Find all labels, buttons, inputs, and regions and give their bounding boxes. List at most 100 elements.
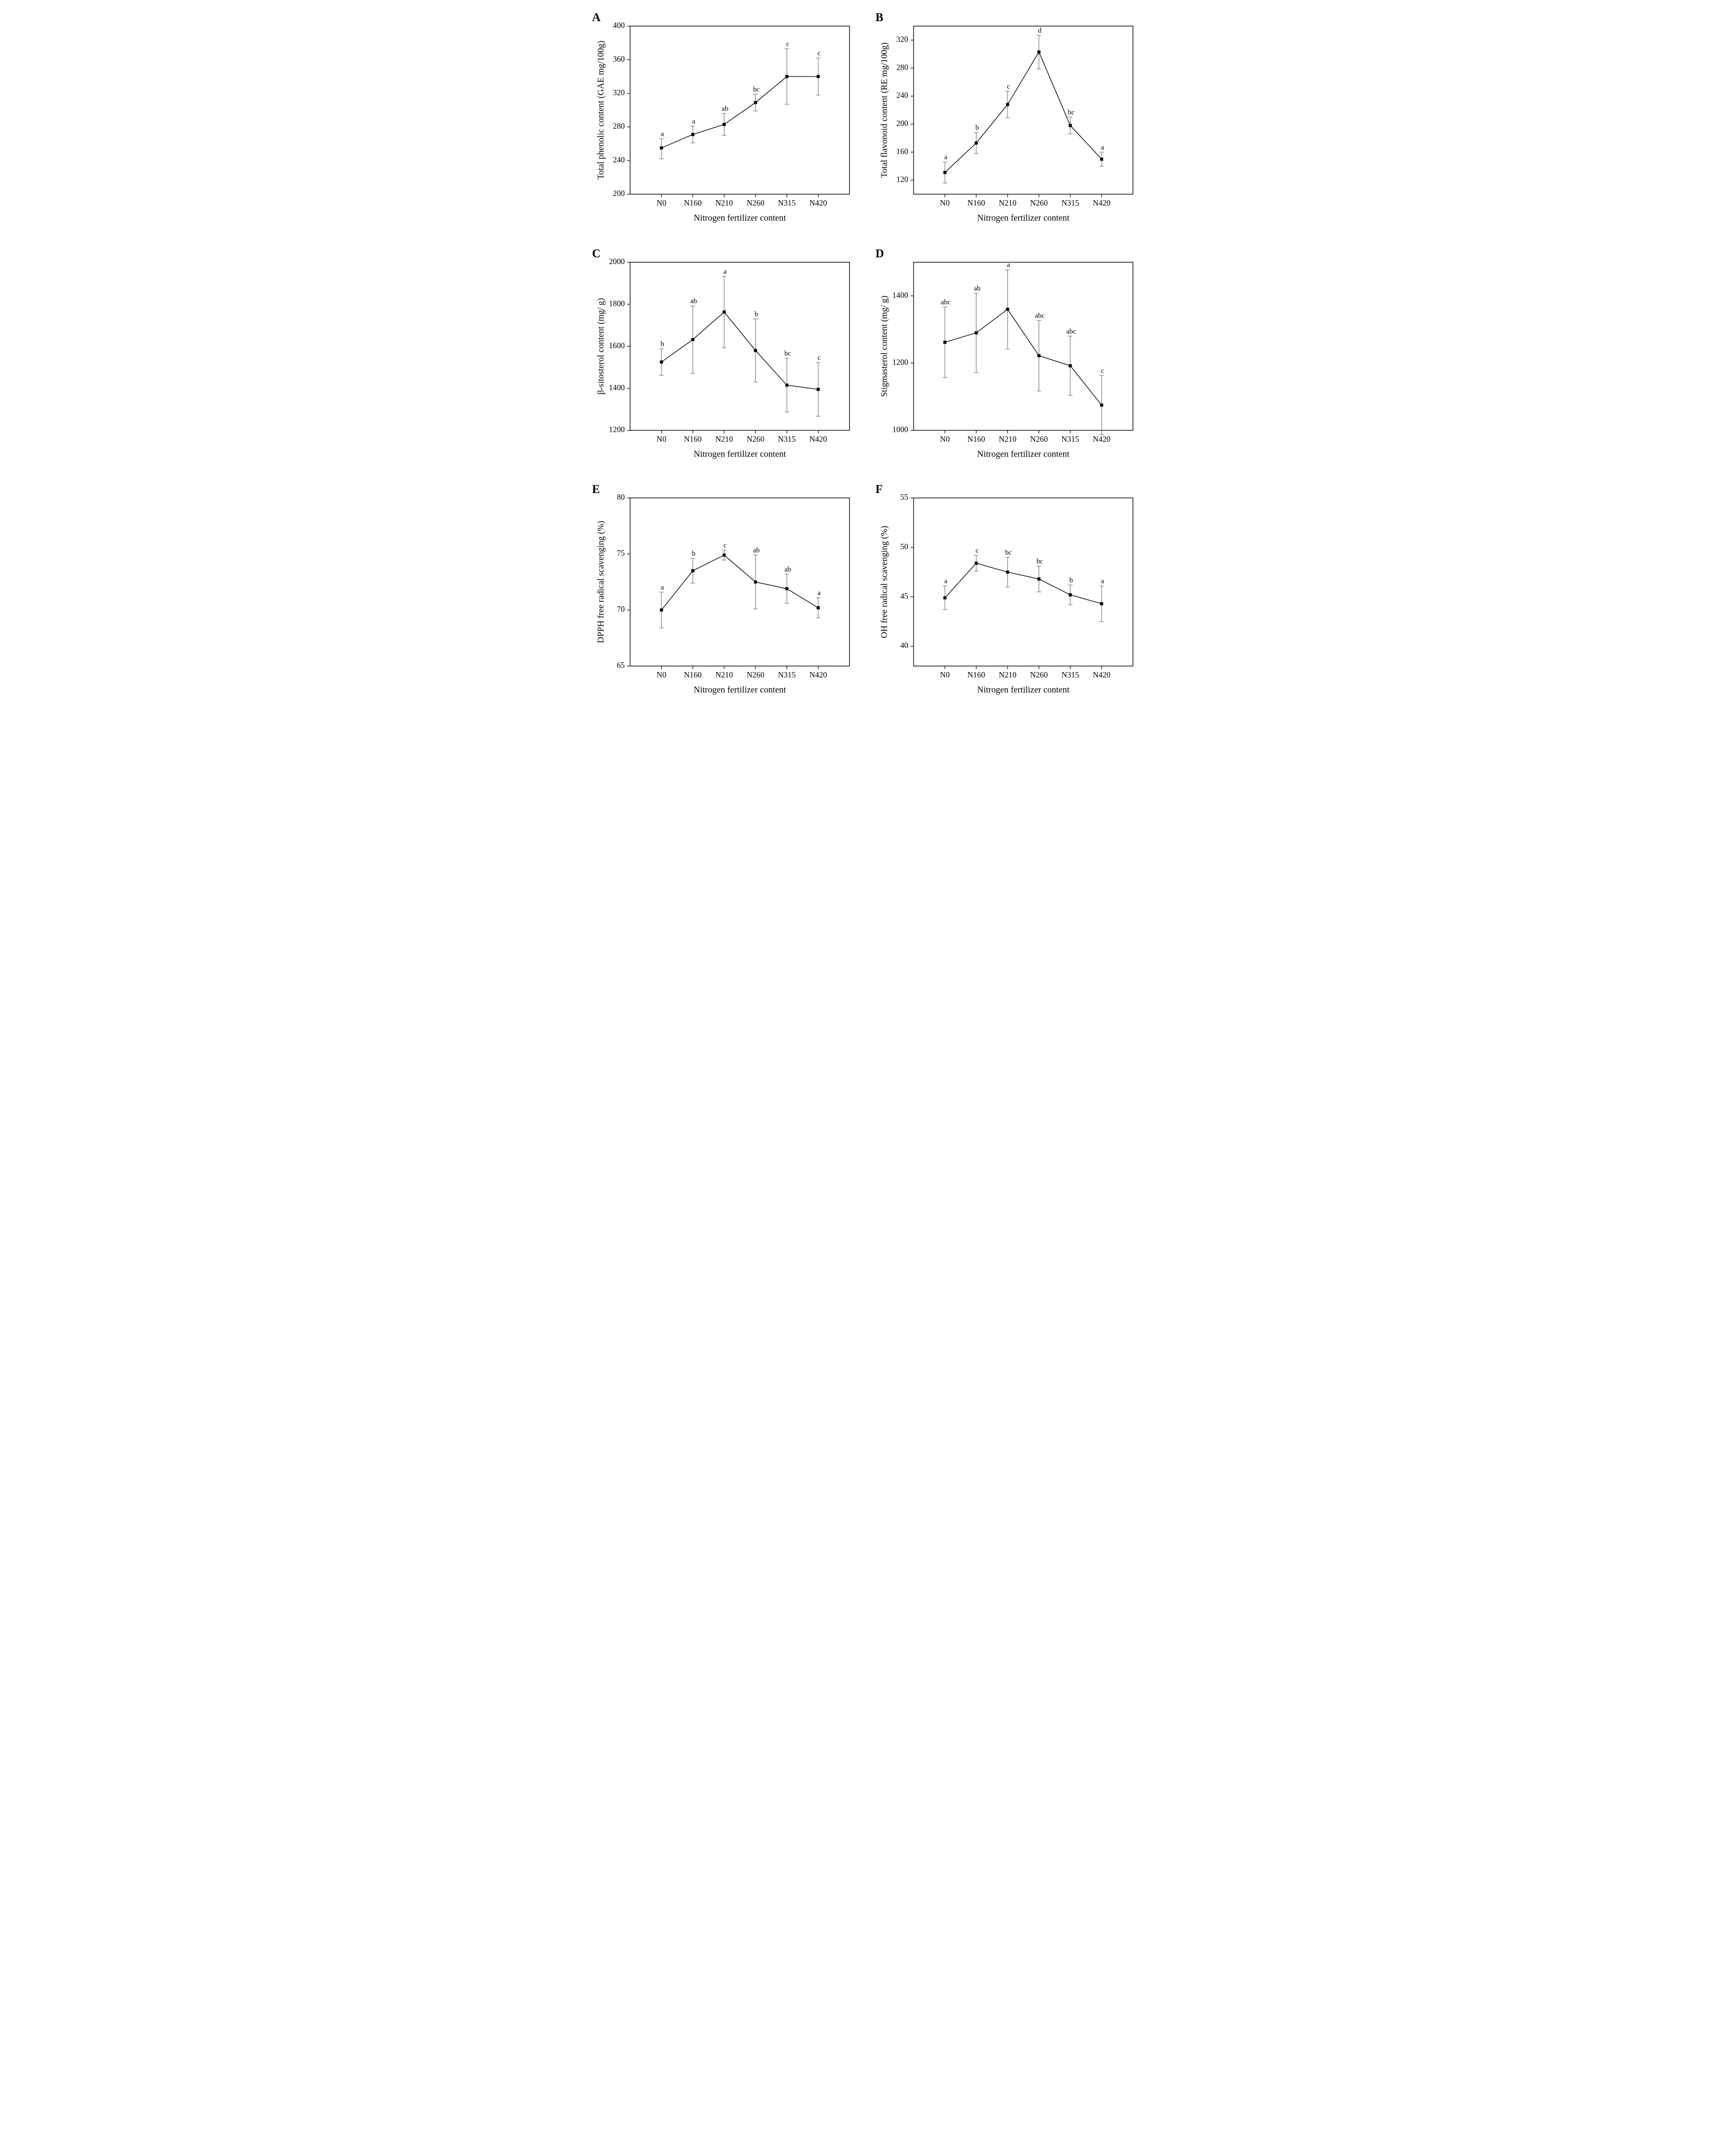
svg-text:N0: N0	[940, 198, 950, 207]
panel-F: F40455055N0N160N210N260N315N420Nitrogen …	[875, 485, 1141, 704]
svg-text:65: 65	[617, 661, 625, 670]
svg-text:N420: N420	[1093, 671, 1110, 680]
svg-text:ab: ab	[784, 566, 791, 574]
svg-text:N0: N0	[940, 671, 950, 680]
svg-text:N260: N260	[1030, 671, 1048, 680]
svg-text:N420: N420	[809, 198, 827, 207]
svg-text:75: 75	[617, 549, 625, 558]
svg-text:Nitrogen fertilizer content: Nitrogen fertilizer content	[977, 449, 1070, 459]
svg-text:b: b	[660, 340, 664, 348]
panel-letter: A	[592, 11, 601, 24]
svg-text:360: 360	[613, 54, 625, 63]
svg-text:abc: abc	[1066, 327, 1076, 335]
svg-text:N260: N260	[1030, 435, 1048, 444]
svg-text:abc: abc	[1035, 312, 1045, 319]
svg-text:50: 50	[900, 542, 908, 551]
svg-text:280: 280	[896, 63, 908, 72]
svg-text:Nitrogen fertilizer content: Nitrogen fertilizer content	[977, 685, 1070, 695]
svg-text:b: b	[692, 550, 696, 558]
svg-text:N160: N160	[967, 435, 985, 444]
svg-text:DPPH free radical scavenging (: DPPH free radical scavenging (%)	[596, 521, 606, 643]
svg-text:320: 320	[896, 35, 908, 44]
svg-text:b: b	[1069, 577, 1073, 584]
panel-B: B120160200240280320N0N160N210N260N315N42…	[875, 13, 1141, 232]
svg-text:N0: N0	[656, 671, 666, 680]
svg-text:a: a	[817, 589, 821, 597]
svg-text:N160: N160	[967, 671, 985, 680]
svg-text:N260: N260	[747, 671, 764, 680]
svg-text:N260: N260	[1030, 198, 1048, 207]
svg-text:1200: 1200	[609, 425, 625, 434]
svg-text:OH free radical scavenging (%): OH free radical scavenging (%)	[880, 526, 889, 638]
svg-text:80: 80	[617, 493, 625, 502]
svg-text:N420: N420	[1093, 198, 1110, 207]
svg-text:1400: 1400	[892, 290, 908, 299]
svg-text:a: a	[723, 268, 727, 275]
svg-text:a: a	[1101, 143, 1104, 151]
panel-letter: D	[875, 247, 884, 260]
svg-text:c: c	[975, 547, 979, 555]
svg-text:c: c	[817, 49, 821, 57]
svg-text:280: 280	[613, 121, 625, 130]
svg-text:N315: N315	[1061, 435, 1079, 444]
svg-text:N0: N0	[656, 435, 666, 444]
panel-E: E65707580N0N160N210N260N315N420Nitrogen …	[592, 485, 858, 704]
panel-C: C12001400160018002000N0N160N210N260N315N…	[592, 250, 858, 468]
svg-text:Nitrogen fertilizer content: Nitrogen fertilizer content	[694, 685, 786, 695]
svg-text:N160: N160	[684, 198, 701, 207]
svg-text:400: 400	[613, 21, 625, 30]
svg-text:N315: N315	[1061, 671, 1079, 680]
svg-text:320: 320	[613, 88, 625, 97]
svg-text:N315: N315	[1061, 198, 1079, 207]
panel-letter: F	[875, 483, 883, 496]
svg-text:c: c	[723, 542, 727, 549]
svg-text:N260: N260	[747, 198, 764, 207]
svg-text:bc: bc	[784, 350, 791, 357]
panel-letter: E	[592, 483, 600, 496]
svg-text:1200: 1200	[892, 358, 908, 367]
svg-text:45: 45	[900, 592, 908, 601]
svg-text:Nitrogen fertilizer content: Nitrogen fertilizer content	[977, 213, 1070, 223]
svg-text:bc: bc	[753, 85, 760, 93]
svg-text:N160: N160	[684, 435, 701, 444]
svg-text:c: c	[786, 40, 789, 48]
svg-text:40: 40	[900, 641, 908, 650]
svg-text:160: 160	[896, 147, 908, 156]
svg-text:N315: N315	[778, 435, 795, 444]
panel-A: A200240280320360400N0N160N210N260N315N42…	[592, 13, 858, 232]
svg-text:N260: N260	[747, 435, 764, 444]
svg-text:bc: bc	[1037, 558, 1043, 565]
svg-text:240: 240	[896, 91, 908, 100]
panel-letter: C	[592, 247, 601, 260]
svg-text:1800: 1800	[609, 299, 625, 308]
svg-text:β-sitosterol content (mg/ g): β-sitosterol content (mg/ g)	[596, 298, 606, 394]
svg-text:b: b	[975, 124, 979, 132]
svg-text:N160: N160	[967, 198, 985, 207]
svg-text:1400: 1400	[609, 383, 625, 392]
svg-text:240: 240	[613, 155, 625, 164]
svg-text:Stigmasterol content (mg/ g): Stigmasterol content (mg/ g)	[880, 296, 889, 397]
figure-grid: A 200 240 280 320 360 400 N0 N160 N210 N260 N315 N42…	[579, 0, 1154, 717]
svg-text:ab: ab	[753, 547, 760, 554]
svg-text:abc: abc	[941, 298, 951, 306]
svg-text:N160: N160	[684, 671, 701, 680]
svg-text:a: a	[1007, 261, 1010, 269]
svg-text:N0: N0	[940, 435, 950, 444]
svg-text:a: a	[692, 117, 695, 125]
svg-text:Total flavonoid content (RE mg: Total flavonoid content (RE mg/100g)	[880, 42, 889, 178]
svg-text:200: 200	[613, 189, 625, 198]
svg-text:a: a	[661, 130, 664, 138]
svg-text:bc: bc	[1068, 108, 1074, 116]
svg-text:d: d	[1038, 27, 1042, 34]
svg-text:N210: N210	[999, 435, 1016, 444]
svg-text:ab: ab	[974, 284, 980, 292]
svg-text:c: c	[817, 354, 821, 362]
svg-text:N210: N210	[999, 671, 1016, 680]
svg-text:b: b	[754, 310, 758, 318]
svg-text:N210: N210	[715, 198, 733, 207]
svg-text:Total phenolic content (GAE mg: Total phenolic content (GAE mg/100g)	[596, 40, 606, 179]
svg-text:N210: N210	[715, 435, 733, 444]
svg-text:N420: N420	[809, 671, 827, 680]
svg-text:N315: N315	[778, 198, 795, 207]
panel-D: D100012001400N0N160N210N260N315N420Nitro…	[875, 250, 1141, 468]
